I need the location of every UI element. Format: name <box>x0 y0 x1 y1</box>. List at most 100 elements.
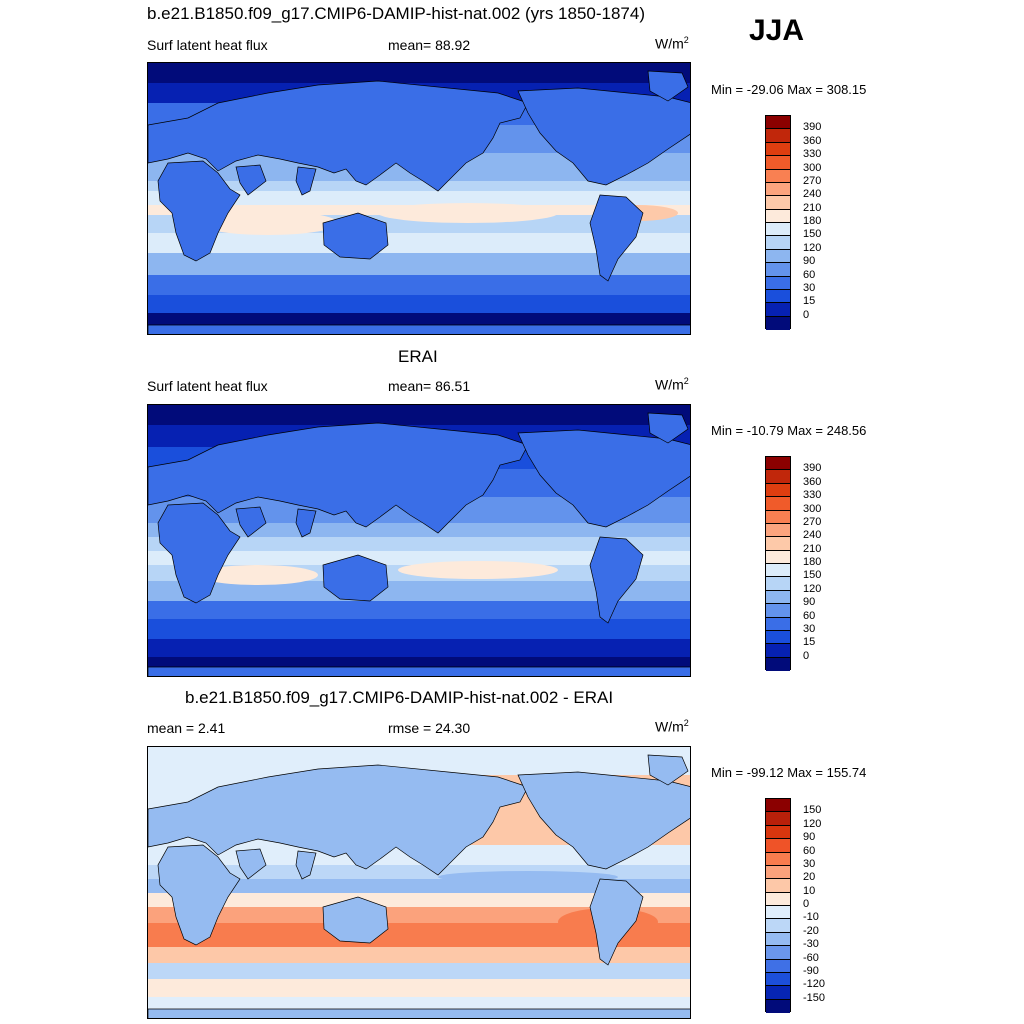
colorbar-swatch <box>766 919 790 933</box>
colorbar-tick-label: 120 <box>803 241 822 254</box>
panel1-mean-label: mean= 88.92 <box>388 37 471 53</box>
colorbar-swatch <box>766 617 790 631</box>
colorbar-tick-label: 240 <box>803 188 822 201</box>
colorbar-swatch <box>766 657 790 671</box>
colorbar-swatch <box>766 564 790 578</box>
panel3-rmse-label: rmse = 24.30 <box>388 720 471 736</box>
colorbar-tick-label: 0 <box>803 308 810 321</box>
colorbar-swatch <box>766 865 790 880</box>
colorbar-swatch <box>766 276 790 290</box>
colorbar-swatch <box>766 196 790 210</box>
colorbar-tick-label: 120 <box>803 817 822 830</box>
colorbar-swatch <box>766 236 790 250</box>
colorbar-swatch <box>766 577 790 591</box>
colorbar-tick-label: 300 <box>803 502 822 515</box>
colorbar-swatch <box>766 959 790 973</box>
colorbar-swatch <box>766 999 790 1013</box>
colorbar-tick-label: 15 <box>803 295 816 308</box>
colorbar-swatch <box>766 537 790 551</box>
colorbar-tick-label: 30 <box>803 857 816 870</box>
colorbar-tick-label: 210 <box>803 542 822 555</box>
colorbar-tick-label: 15 <box>803 636 816 649</box>
panel2-unit-label: W/m2 <box>655 376 689 393</box>
colorbar-swatch <box>766 839 790 853</box>
panel3-map <box>147 746 691 1019</box>
colorbar-swatch <box>766 644 790 658</box>
colorbar-swatch <box>766 497 790 511</box>
panel1-map <box>147 62 691 335</box>
map-plot-area <box>148 405 690 676</box>
colorbar-swatch <box>766 946 790 960</box>
colorbar-tick-label: 150 <box>803 804 822 817</box>
colorbar-tick-label: 300 <box>803 161 822 174</box>
colorbar-tick-label: -120 <box>803 978 826 991</box>
colorbar-tick-label: 120 <box>803 582 822 595</box>
colorbar-swatch <box>766 289 790 304</box>
panel1-variable-label: Surf latent heat flux <box>147 37 268 53</box>
colorbar-swatch <box>766 223 790 237</box>
colorbar-swatch <box>766 483 790 498</box>
season-label: JJA <box>749 14 805 47</box>
colorbar-swatch <box>766 892 790 906</box>
colorbar-swatch <box>766 630 790 645</box>
panel1-colorbar <box>765 115 791 330</box>
panel1-unit-label: W/m2 <box>655 35 689 52</box>
colorbar-swatch <box>766 156 790 170</box>
colorbar-tick-label: 390 <box>803 121 822 134</box>
colorbar-tick-label: -90 <box>803 964 819 977</box>
colorbar-tick-label: 30 <box>803 281 816 294</box>
colorbar-swatch <box>766 523 790 538</box>
colorbar-tick-label: 60 <box>803 844 816 857</box>
colorbar-swatch <box>766 510 790 524</box>
colorbar-tick-label: 150 <box>803 569 822 582</box>
colorbar-tick-label: 90 <box>803 831 816 844</box>
colorbar-tick-label: 180 <box>803 556 822 568</box>
colorbar-swatch <box>766 316 790 330</box>
panel2-map <box>147 404 691 677</box>
colorbar-swatch <box>766 879 790 893</box>
panel1-minmax-label: Min = -29.06 Max = 308.15 <box>711 82 867 97</box>
colorbar-swatch <box>766 590 790 605</box>
colorbar-swatch <box>766 249 790 264</box>
panel2-colorbar <box>765 456 791 671</box>
colorbar-swatch <box>766 932 790 947</box>
colorbar-swatch <box>766 550 790 564</box>
colorbar-tick-label: -150 <box>803 991 826 1004</box>
colorbar-swatch <box>766 129 790 143</box>
colorbar-tick-label: 60 <box>803 268 816 281</box>
colorbar-tick-label: 150 <box>803 228 822 241</box>
colorbar-tick-label: 330 <box>803 489 822 502</box>
colorbar-tick-label: 270 <box>803 174 822 187</box>
colorbar-swatch <box>766 457 790 471</box>
colorbar-tick-label: 10 <box>803 884 816 897</box>
colorbar-swatch <box>766 470 790 484</box>
map-plot-area <box>148 747 690 1018</box>
colorbar-tick-label: 390 <box>803 462 822 475</box>
panel3-title: b.e21.B1850.f09_g17.CMIP6-DAMIP-hist-nat… <box>185 688 614 707</box>
colorbar-swatch <box>766 604 790 618</box>
colorbar-swatch <box>766 852 790 866</box>
panel3-unit-label: W/m2 <box>655 718 689 735</box>
colorbar-swatch <box>766 972 790 987</box>
colorbar-swatch <box>766 906 790 920</box>
colorbar-swatch <box>766 799 790 813</box>
colorbar-tick-label: 90 <box>803 596 816 609</box>
colorbar-tick-label: 30 <box>803 622 816 635</box>
colorbar-swatch <box>766 116 790 130</box>
colorbar-swatch <box>766 263 790 277</box>
colorbar-tick-label: 270 <box>803 515 822 528</box>
colorbar-swatch <box>766 169 790 183</box>
panel2-mean-label: mean= 86.51 <box>388 378 471 394</box>
colorbar-tick-label: 60 <box>803 609 816 622</box>
colorbar-tick-label: 0 <box>803 649 810 662</box>
panel2-variable-label: Surf latent heat flux <box>147 378 268 394</box>
colorbar-swatch <box>766 303 790 317</box>
colorbar-tick-label: 90 <box>803 255 816 268</box>
colorbar-tick-label: 240 <box>803 529 822 542</box>
colorbar-tick-label: 20 <box>803 871 816 884</box>
panel2-minmax-label: Min = -10.79 Max = 248.56 <box>711 423 867 438</box>
panel3-mean-label: mean = 2.41 <box>147 720 226 736</box>
colorbar-tick-label: 360 <box>803 134 822 147</box>
colorbar-swatch <box>766 182 790 197</box>
colorbar-tick-label: 360 <box>803 475 822 488</box>
